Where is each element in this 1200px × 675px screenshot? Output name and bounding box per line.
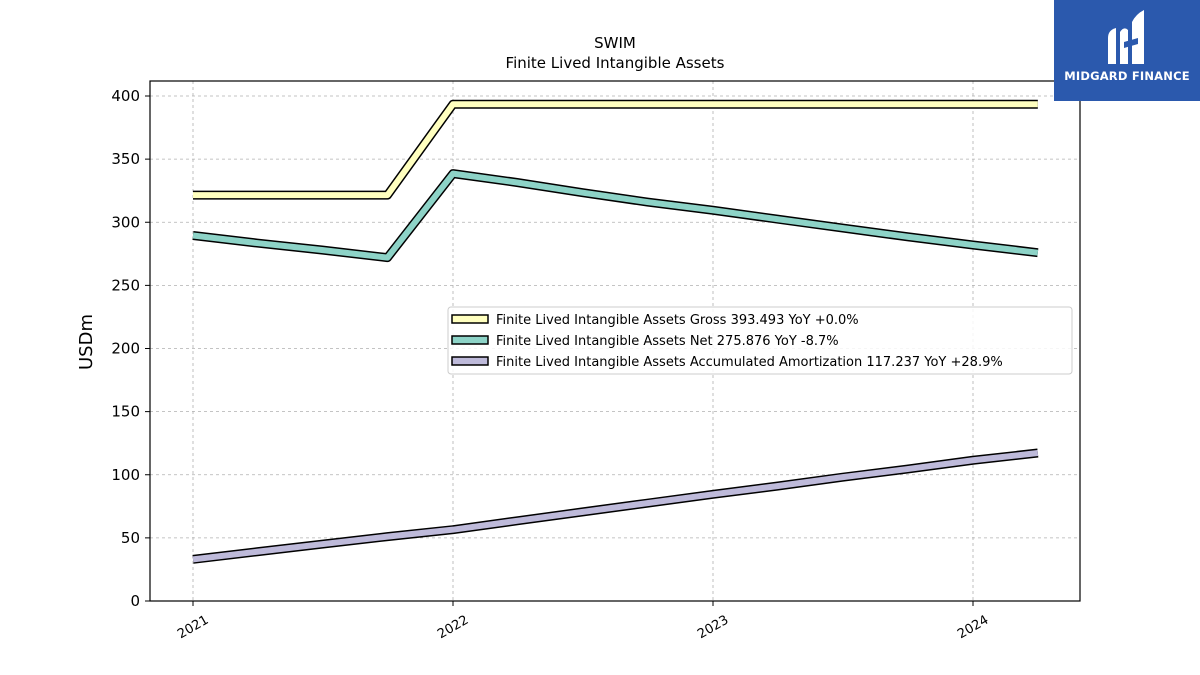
chart-title: SWIM	[594, 34, 636, 52]
series-outline	[192, 169, 1039, 263]
brand-mark-icon	[1108, 10, 1144, 64]
y-tick-label: 400	[111, 87, 140, 105]
y-tick-label: 100	[111, 466, 140, 484]
y-tick-label: 200	[111, 340, 140, 358]
y-tick-label: 350	[111, 150, 140, 168]
y-tick-label: 50	[121, 529, 140, 547]
x-tick-label: 2021	[175, 613, 211, 643]
legend-label: Finite Lived Intangible Assets Accumulat…	[496, 355, 1003, 370]
legend-label: Finite Lived Intangible Assets Net 275.8…	[496, 334, 839, 349]
legend-swatch	[451, 335, 489, 345]
series-line	[192, 450, 1039, 563]
x-tick-label: 2024	[955, 613, 991, 643]
y-tick-label: 0	[130, 592, 140, 610]
series-outline	[193, 99, 1038, 200]
series-lines	[192, 99, 1039, 564]
y-tick-label: 150	[111, 403, 140, 421]
legend-label: Finite Lived Intangible Assets Gross 393…	[496, 313, 859, 328]
x-tick-label: 2022	[435, 613, 471, 643]
legend: Finite Lived Intangible Assets Gross 393…	[447, 306, 1073, 375]
brand-name: MIDGARD FINANCE	[1064, 69, 1190, 83]
brand-logo: MIDGARD FINANCE	[1054, 0, 1200, 101]
legend-swatch	[451, 356, 489, 366]
legend-frame	[447, 306, 1073, 375]
chart-subtitle: Finite Lived Intangible Assets	[506, 54, 725, 72]
y-tick-label: 250	[111, 276, 140, 294]
y-tick-label: 300	[111, 213, 140, 231]
y-axis-label: USDm	[76, 314, 97, 370]
x-tick-label: 2023	[695, 613, 731, 643]
legend-swatch	[451, 314, 489, 324]
plot-frame	[149, 80, 1081, 602]
series-line	[192, 170, 1039, 261]
series-line	[193, 101, 1038, 199]
